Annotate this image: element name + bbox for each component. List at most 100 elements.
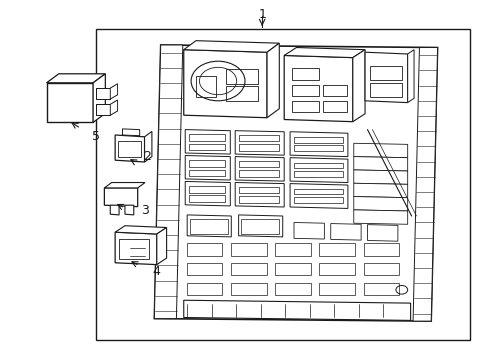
Bar	[118, 141, 141, 157]
Polygon shape	[110, 205, 119, 215]
Polygon shape	[354, 170, 408, 184]
Polygon shape	[145, 131, 152, 162]
Polygon shape	[122, 129, 140, 136]
Bar	[231, 263, 267, 275]
Bar	[294, 197, 343, 203]
Polygon shape	[104, 188, 138, 207]
Polygon shape	[115, 135, 145, 162]
Bar	[364, 263, 399, 275]
Bar	[294, 189, 343, 194]
Polygon shape	[354, 210, 408, 224]
Polygon shape	[239, 215, 283, 237]
Bar	[239, 196, 279, 203]
Polygon shape	[294, 222, 324, 239]
Bar	[189, 195, 225, 202]
Bar	[189, 134, 225, 141]
Polygon shape	[96, 104, 110, 115]
Polygon shape	[354, 157, 408, 171]
Polygon shape	[184, 41, 279, 52]
Bar	[189, 170, 225, 176]
Bar	[226, 69, 258, 84]
Bar	[294, 163, 343, 168]
Polygon shape	[185, 181, 230, 206]
Polygon shape	[104, 183, 145, 188]
Bar	[294, 145, 343, 151]
Bar	[323, 101, 347, 112]
Bar	[231, 243, 267, 256]
Bar	[292, 68, 319, 80]
Polygon shape	[93, 74, 105, 122]
Polygon shape	[354, 183, 408, 198]
Polygon shape	[47, 74, 105, 83]
Bar	[189, 144, 225, 150]
Polygon shape	[267, 43, 279, 118]
Polygon shape	[354, 197, 408, 211]
Polygon shape	[235, 131, 284, 155]
Bar	[189, 160, 225, 167]
Bar	[319, 283, 355, 295]
Polygon shape	[353, 50, 365, 122]
Polygon shape	[115, 232, 157, 265]
Bar	[196, 76, 216, 97]
Bar	[323, 85, 347, 96]
Polygon shape	[368, 225, 398, 241]
Polygon shape	[185, 130, 230, 154]
Polygon shape	[96, 88, 110, 99]
Polygon shape	[110, 100, 118, 115]
Polygon shape	[408, 50, 414, 103]
Bar	[275, 263, 311, 275]
Bar	[275, 283, 311, 295]
Polygon shape	[331, 224, 361, 240]
Bar	[226, 86, 258, 101]
Bar	[294, 137, 343, 143]
Bar	[364, 243, 399, 256]
Text: 2: 2	[143, 150, 151, 163]
Bar	[231, 283, 267, 295]
Bar	[292, 101, 319, 112]
Bar	[370, 66, 402, 80]
Polygon shape	[184, 300, 411, 320]
Polygon shape	[187, 215, 231, 237]
Polygon shape	[115, 226, 167, 234]
Bar	[239, 144, 279, 151]
Polygon shape	[154, 45, 438, 321]
Bar	[319, 243, 355, 256]
Polygon shape	[290, 184, 348, 208]
Polygon shape	[184, 50, 267, 118]
Polygon shape	[290, 158, 348, 183]
Polygon shape	[157, 228, 167, 265]
Polygon shape	[110, 84, 118, 99]
Text: 4: 4	[153, 265, 161, 278]
Polygon shape	[154, 45, 183, 319]
Text: 3: 3	[141, 204, 148, 217]
Polygon shape	[284, 48, 365, 58]
Bar	[96, 29, 470, 340]
Polygon shape	[96, 88, 110, 99]
Bar	[294, 171, 343, 177]
Text: 1: 1	[258, 8, 266, 21]
Polygon shape	[284, 55, 353, 122]
Polygon shape	[413, 48, 438, 321]
Bar	[239, 161, 279, 167]
Polygon shape	[235, 183, 284, 207]
Bar	[275, 243, 311, 256]
Bar	[239, 135, 279, 141]
Polygon shape	[110, 84, 118, 99]
Bar	[370, 83, 402, 97]
Bar	[319, 263, 355, 275]
Bar	[187, 283, 222, 295]
Polygon shape	[110, 100, 118, 115]
Bar	[239, 170, 279, 177]
Bar	[241, 219, 279, 234]
Polygon shape	[235, 157, 284, 181]
Bar	[239, 187, 279, 193]
Bar	[119, 239, 149, 259]
Polygon shape	[365, 52, 408, 103]
Bar	[187, 263, 222, 275]
Text: 5: 5	[92, 130, 99, 143]
Bar	[189, 186, 225, 193]
Bar	[190, 219, 228, 234]
Polygon shape	[185, 156, 230, 180]
Polygon shape	[47, 83, 93, 122]
Polygon shape	[125, 205, 134, 215]
